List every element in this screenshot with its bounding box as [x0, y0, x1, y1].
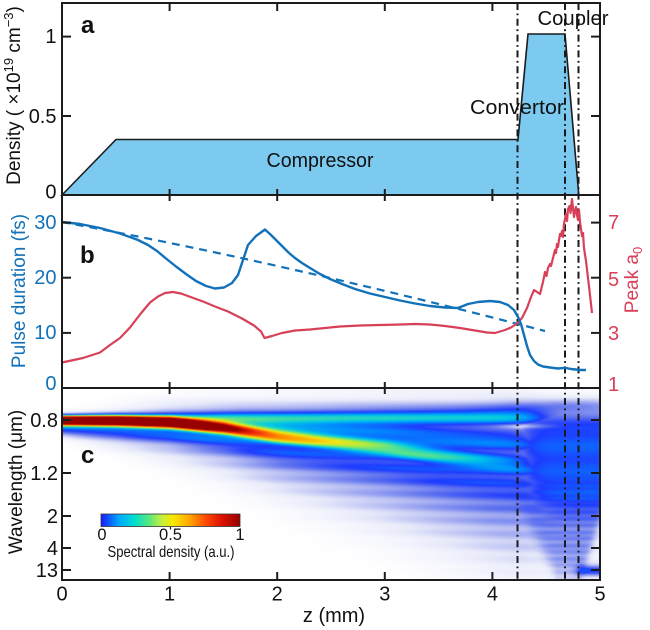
svg-text:Density ( ×1019 cm−3): Density ( ×1019 cm−3) — [1, 6, 25, 185]
svg-text:0: 0 — [56, 584, 67, 606]
svg-text:0: 0 — [45, 182, 56, 204]
svg-text:Compressor: Compressor — [267, 150, 374, 172]
svg-text:b: b — [80, 242, 95, 269]
svg-text:1: 1 — [608, 374, 619, 396]
svg-text:Wavelength (μm): Wavelength (μm) — [6, 410, 27, 554]
svg-text:Convertor: Convertor — [470, 97, 564, 119]
svg-text:4: 4 — [487, 584, 498, 606]
svg-text:5: 5 — [594, 584, 605, 606]
svg-text:0.5: 0.5 — [159, 526, 182, 544]
svg-text:1: 1 — [164, 584, 175, 606]
svg-text:0: 0 — [45, 373, 56, 395]
svg-text:Peak a0: Peak a0 — [622, 247, 645, 313]
svg-text:0: 0 — [97, 526, 106, 544]
svg-text:c: c — [81, 442, 94, 469]
svg-text:5: 5 — [608, 269, 619, 291]
svg-text:0.8: 0.8 — [30, 410, 58, 432]
svg-text:3: 3 — [608, 323, 619, 345]
svg-text:2: 2 — [47, 506, 58, 528]
svg-text:1.2: 1.2 — [30, 463, 58, 485]
svg-text:Pulse duration (fs): Pulse duration (fs) — [9, 214, 30, 368]
svg-text:30: 30 — [34, 212, 56, 234]
svg-text:4: 4 — [47, 538, 58, 560]
svg-text:1: 1 — [45, 26, 56, 48]
svg-text:0.5: 0.5 — [29, 106, 57, 128]
svg-text:2: 2 — [272, 584, 283, 606]
svg-text:z (mm): z (mm) — [303, 605, 365, 627]
svg-text:1: 1 — [235, 526, 244, 544]
svg-text:3: 3 — [379, 584, 390, 606]
svg-text:13: 13 — [36, 560, 58, 582]
svg-text:Spectral density (a.u.): Spectral density (a.u.) — [108, 544, 235, 561]
svg-text:Coupler: Coupler — [538, 8, 609, 30]
svg-text:7: 7 — [608, 212, 619, 234]
svg-text:10: 10 — [34, 322, 56, 344]
svg-text:20: 20 — [34, 267, 56, 289]
svg-text:a: a — [81, 12, 95, 39]
